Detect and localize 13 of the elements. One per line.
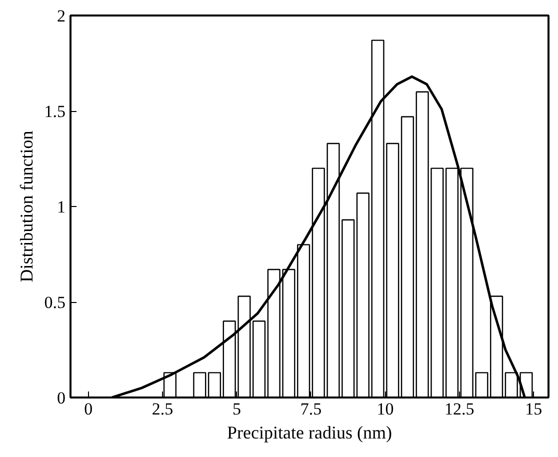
x-tick-label: 7.5 [300,400,322,418]
x-tick-label: 0 [84,400,93,418]
y-tick-label: 0.5 [44,293,66,312]
x-tick-label: 10 [376,400,394,418]
y-tick-label: 2 [57,6,66,26]
x-tick-label: 15 [525,400,542,418]
y-tick-label: 1.5 [44,102,66,121]
x-tick-label: 2.5 [152,400,174,418]
x-tick-label: 12.5 [444,400,474,418]
y-tick-label: 1 [57,198,66,216]
y-axis-title: Distribution function [16,130,36,282]
x-tick-label: 5 [232,400,242,418]
x-axis-title: Precipitate radius (nm) [227,422,392,442]
